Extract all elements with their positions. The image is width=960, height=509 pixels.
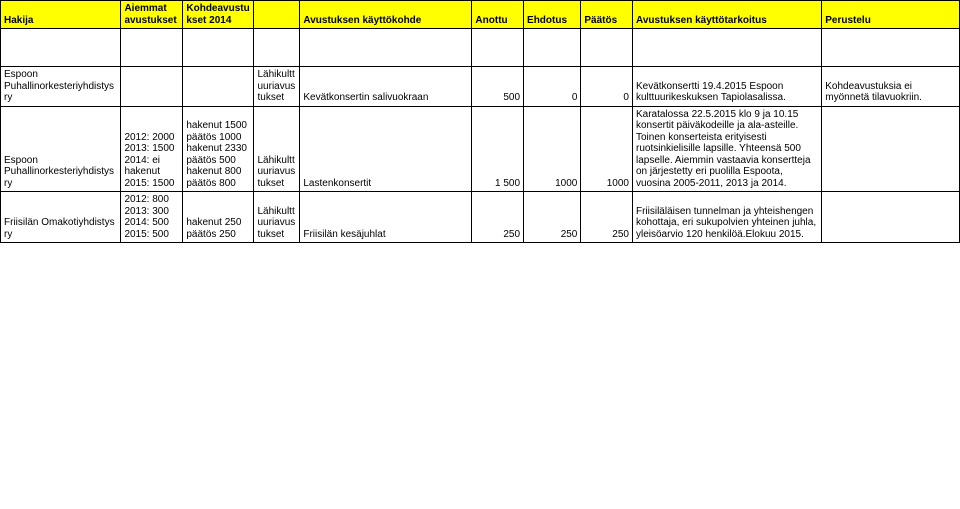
table-header-row: Hakija Aiemmat avustukset Kohdeavustukse…: [1, 1, 960, 29]
blank-cell: [472, 29, 524, 67]
blank-cell: [121, 29, 183, 67]
col-header-hakija: Hakija: [1, 1, 121, 29]
cell-paatos: 1000: [581, 106, 633, 192]
cell-kohde2014: [183, 67, 254, 107]
cell-anottu: 1 500: [472, 106, 524, 192]
col-header-anottu: Anottu: [472, 1, 524, 29]
col-header-paatos: Päätös: [581, 1, 633, 29]
cell-ehdotus: 0: [524, 67, 581, 107]
cell-ehdotus: 1000: [524, 106, 581, 192]
cell-aiemmat: 2012: 800 2013: 300 2014: 500 2015: 500: [121, 192, 183, 243]
col-header-kohde2014: Kohdeavustukset 2014: [183, 1, 254, 29]
cell-ehdotus: 250: [524, 192, 581, 243]
col-header-kayttokohde: Avustuksen käyttökohde: [300, 1, 472, 29]
cell-tyyppi: Lähikulttuuriavustukset: [254, 67, 300, 107]
cell-anottu: 500: [472, 67, 524, 107]
blank-cell: [254, 29, 300, 67]
col-header-kayttotarkoitus: Avustuksen käyttötarkoitus: [632, 1, 821, 29]
cell-paatos: 250: [581, 192, 633, 243]
cell-kayttotarkoitus: Friisiläläisen tunnelman ja yhteishengen…: [632, 192, 821, 243]
blank-cell: [300, 29, 472, 67]
table-row: Espoon Puhallinorkesteriyhdistys ry Lähi…: [1, 67, 960, 107]
cell-kohde2014: hakenut 1500 päätös 1000 hakenut 2330 pä…: [183, 106, 254, 192]
cell-tyyppi: Lähikulttuuriavustukset: [254, 192, 300, 243]
blank-cell: [1, 29, 121, 67]
col-header-aiemmat: Aiemmat avustukset: [121, 1, 183, 29]
cell-aiemmat: [121, 67, 183, 107]
blank-cell: [524, 29, 581, 67]
blank-cell: [632, 29, 821, 67]
cell-hakija: Espoon Puhallinorkesteriyhdistys ry: [1, 67, 121, 107]
cell-kayttokohde: Friisilän kesäjuhlat: [300, 192, 472, 243]
cell-perustelu: [822, 192, 960, 243]
blank-cell: [183, 29, 254, 67]
cell-kayttotarkoitus: Kevätkonsertti 19.4.2015 Espoon kulttuur…: [632, 67, 821, 107]
blank-cell: [822, 29, 960, 67]
cell-perustelu: [822, 106, 960, 192]
cell-kayttokohde: Lastenkonsertit: [300, 106, 472, 192]
cell-anottu: 250: [472, 192, 524, 243]
col-header-tyyppi: [254, 1, 300, 29]
table-row: Friisilän Omakotiyhdistys ry 2012: 800 2…: [1, 192, 960, 243]
cell-hakija: Espoon Puhallinorkesteriyhdistys ry: [1, 106, 121, 192]
grant-table: Hakija Aiemmat avustukset Kohdeavustukse…: [0, 0, 960, 243]
cell-kayttotarkoitus: Karatalossa 22.5.2015 klo 9 ja 10.15 kon…: [632, 106, 821, 192]
cell-kohde2014: hakenut 250 päätös 250: [183, 192, 254, 243]
cell-aiemmat: 2012: 2000 2013: 1500 2014: ei hakenut 2…: [121, 106, 183, 192]
col-header-ehdotus: Ehdotus: [524, 1, 581, 29]
blank-cell: [581, 29, 633, 67]
cell-perustelu: Kohdeavustuksia ei myönnetä tilavuokriin…: [822, 67, 960, 107]
cell-hakija: Friisilän Omakotiyhdistys ry: [1, 192, 121, 243]
cell-kayttokohde: Kevätkonsertin salivuokraan: [300, 67, 472, 107]
blank-row: [1, 29, 960, 67]
col-header-perustelu: Perustelu: [822, 1, 960, 29]
table-row: Espoon Puhallinorkesteriyhdistys ry 2012…: [1, 106, 960, 192]
cell-tyyppi: Lähikulttuuriavustukset: [254, 106, 300, 192]
cell-paatos: 0: [581, 67, 633, 107]
